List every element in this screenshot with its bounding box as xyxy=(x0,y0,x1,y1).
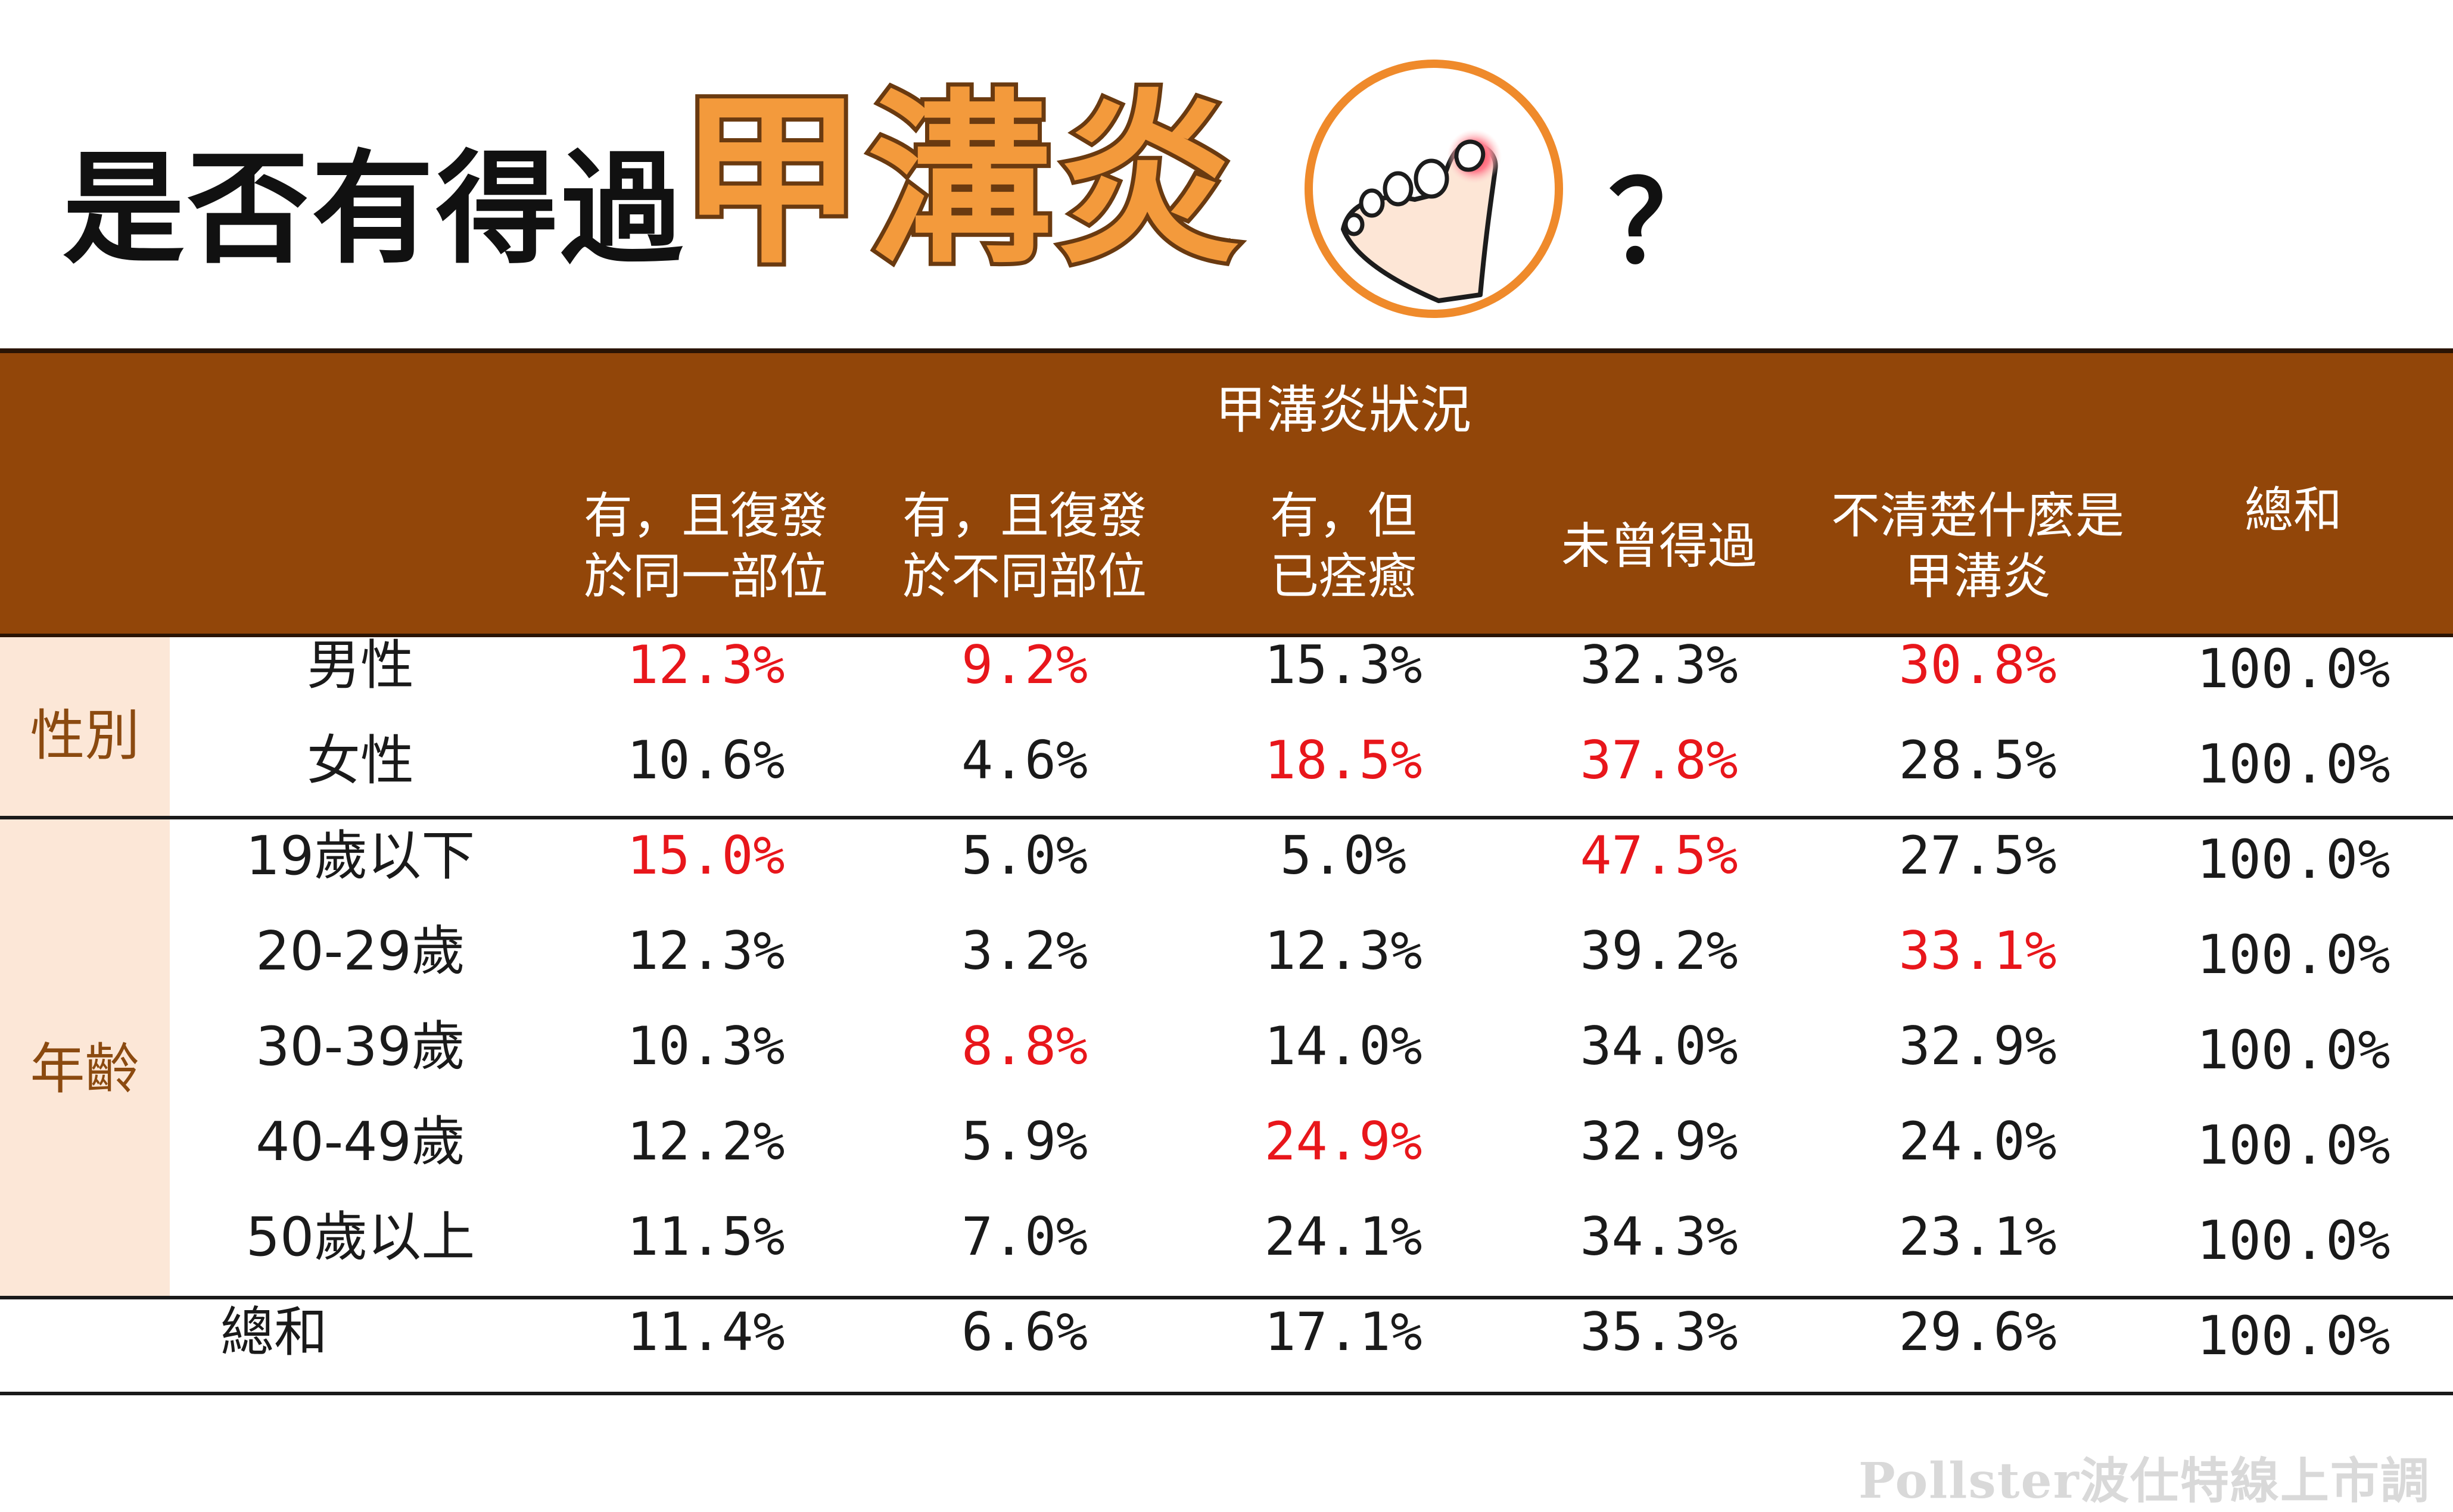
table-cell: 24.0% xyxy=(1898,1111,2057,1172)
inflamed-toe-icon xyxy=(1305,60,1563,318)
table-cell: 34.0% xyxy=(1580,1015,1738,1077)
table-cell: 12.3% xyxy=(1264,920,1422,981)
column-header-line: 未曾得過 xyxy=(1561,517,1757,575)
watermark: Pollster波仕特線上市調 xyxy=(1859,1452,2430,1510)
column-header-unknown: 不清楚什麼是 甲溝炎 xyxy=(1823,484,2133,609)
table-cell: 17.1% xyxy=(1264,1301,1422,1363)
table-cell: 8.8% xyxy=(961,1015,1088,1077)
table-cell: 11.5% xyxy=(627,1206,785,1267)
table-cell: 29.6% xyxy=(1898,1301,2057,1363)
table-cell: 100.0% xyxy=(2196,924,2390,986)
table-cell: 5.0% xyxy=(1280,825,1406,886)
table-cell: 7.0% xyxy=(961,1206,1088,1267)
table-header: 甲溝炎狀況 有，且復發 於同一部位 有，且復發 於不同部位 有，但 已痊癒 未曾… xyxy=(0,348,2453,637)
table-cell: 100.0% xyxy=(2196,1209,2390,1272)
column-header-line: 於同一部位 xyxy=(583,548,828,605)
row-label: 總和 xyxy=(220,1301,328,1364)
column-header-line: 有，且復發 xyxy=(583,487,828,544)
title-highlight: 甲溝炎 xyxy=(675,74,1244,289)
title-suffix: ？ xyxy=(1608,157,1722,289)
table-cell: 10.6% xyxy=(627,729,785,791)
title-row: 是否有得過 甲溝炎 ？ xyxy=(0,0,2453,333)
row-label: 20-29歲 xyxy=(256,920,465,983)
table-cell: 5.0% xyxy=(961,825,1088,886)
table-cell: 5.9% xyxy=(961,1111,1088,1172)
table-cell: 37.8% xyxy=(1580,729,1738,791)
table-cell: 23.1% xyxy=(1898,1206,2057,1267)
table-cell: 33.1% xyxy=(1898,920,2057,981)
table-cell: 18.5% xyxy=(1264,729,1422,791)
table-cell: 12.3% xyxy=(627,920,785,981)
row-label: 30-39歲 xyxy=(256,1015,465,1078)
table-cell: 32.9% xyxy=(1898,1015,2057,1077)
row-label: 50歲以上 xyxy=(245,1206,475,1268)
table-cell: 100.0% xyxy=(2196,1114,2390,1177)
column-header-line: 甲溝炎 xyxy=(1904,548,2051,605)
table-cell: 34.3% xyxy=(1580,1206,1738,1267)
table-cell: 12.2% xyxy=(627,1111,785,1172)
table-cell: 100.0% xyxy=(2196,733,2390,796)
table-cell: 27.5% xyxy=(1898,825,2057,886)
row-label: 19歲以下 xyxy=(245,825,475,887)
column-header-line: 已痊癒 xyxy=(1269,548,1417,605)
group-label-gender: 性別 xyxy=(30,704,140,768)
table-cell: 3.2% xyxy=(961,920,1088,981)
table-cell: 35.3% xyxy=(1580,1301,1738,1363)
row-label: 40-49歲 xyxy=(256,1111,465,1173)
table-cell: 39.2% xyxy=(1580,920,1738,981)
row-label: 男性 xyxy=(307,634,414,697)
column-header-total: 總和 xyxy=(2144,448,2442,573)
column-header-line: 有，且復發 xyxy=(902,487,1147,544)
table-cell: 100.0% xyxy=(2196,638,2390,700)
table-cell: 100.0% xyxy=(2196,1305,2390,1367)
table-cell: 6.6% xyxy=(961,1301,1088,1363)
table-cell: 28.5% xyxy=(1898,729,2057,791)
row-label: 女性 xyxy=(307,729,414,792)
table-cell: 10.3% xyxy=(627,1015,785,1077)
divider-rule xyxy=(0,1392,2453,1395)
title-prefix: 是否有得過 xyxy=(63,139,685,280)
table-cell: 30.8% xyxy=(1898,634,2057,696)
column-header-healed: 有，但 已痊癒 xyxy=(1194,484,1492,609)
table-cell: 9.2% xyxy=(961,634,1088,696)
table-cell: 4.6% xyxy=(961,729,1088,791)
table-cell: 12.3% xyxy=(627,634,785,696)
group-band-age xyxy=(0,819,170,1296)
column-header-recur-different: 有，且復發 於不同部位 xyxy=(876,484,1173,609)
column-header-line: 於不同部位 xyxy=(902,548,1147,605)
table-cell: 24.1% xyxy=(1264,1206,1422,1267)
column-header-line: 有，但 xyxy=(1269,487,1417,544)
table-cell: 32.9% xyxy=(1580,1111,1738,1172)
table-cell: 24.9% xyxy=(1264,1111,1422,1172)
table-cell: 100.0% xyxy=(2196,828,2390,891)
table-cell: 47.5% xyxy=(1580,825,1738,886)
table-cell: 15.0% xyxy=(627,825,785,886)
divider-rule xyxy=(0,1296,2453,1299)
group-label-age: 年齡 xyxy=(30,1037,140,1101)
column-header-line: 不清楚什麼是 xyxy=(1831,487,2124,544)
column-header-never: 未曾得過 xyxy=(1510,484,1808,609)
divider-rule xyxy=(0,816,2453,819)
table-cell: 15.3% xyxy=(1264,634,1422,696)
table-cell: 11.4% xyxy=(627,1301,785,1363)
group-header: 甲溝炎狀況 xyxy=(1215,381,1471,440)
group-band-gender xyxy=(0,637,170,816)
table-cell: 100.0% xyxy=(2196,1019,2390,1081)
column-header-line: 總和 xyxy=(2244,482,2342,539)
table-cell: 32.3% xyxy=(1580,634,1738,696)
column-header-recur-same: 有，且復發 於同一部位 xyxy=(557,484,855,609)
table-cell: 14.0% xyxy=(1264,1015,1422,1077)
